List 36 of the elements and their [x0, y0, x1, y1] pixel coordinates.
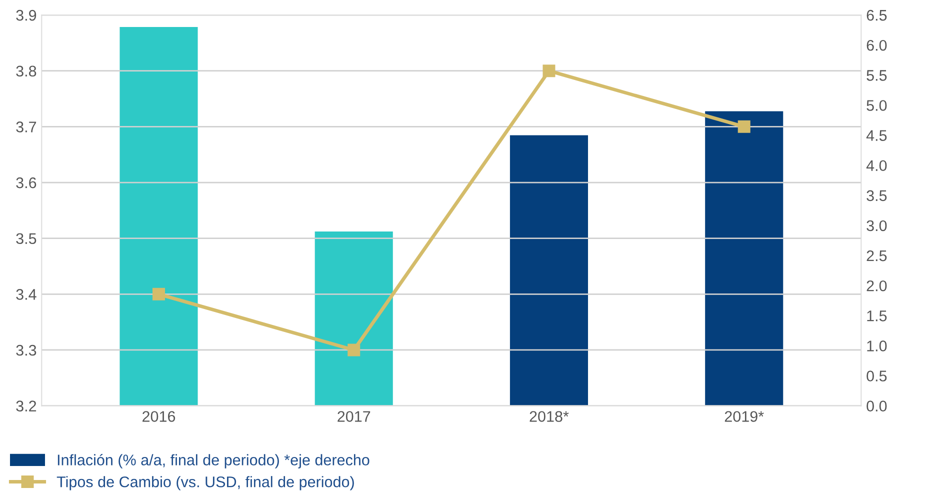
point	[738, 120, 750, 133]
y-tick-label: 3.6	[16, 177, 36, 188]
y-tick-label: 3.7	[16, 122, 36, 132]
y-tick-label: 3.2	[16, 400, 36, 412]
bar	[120, 27, 198, 406]
legend-label: Inflación (% a/a, final de periodo) *eje derecho	[58, 454, 370, 468]
y2-tick-label: 3.5	[866, 190, 887, 202]
bar	[705, 111, 784, 406]
y2-tick-label: 6.5	[866, 10, 887, 21]
point	[542, 64, 556, 78]
y2-tick-label: 5.0	[866, 100, 887, 111]
y2-tick-label: 2.5	[866, 250, 887, 262]
point	[152, 288, 165, 300]
y2-tick-label: 4.5	[866, 130, 887, 141]
y2-tick-label: 4.0	[866, 160, 887, 172]
y-tick-label: 3.3	[16, 344, 36, 356]
x-tick-label: 2016	[142, 411, 176, 422]
y2-tick-label: 5.5	[866, 70, 887, 81]
point	[348, 344, 360, 356]
y-tick-label: 3.5	[16, 233, 36, 244]
y-tick-label: 3.4	[16, 289, 36, 300]
x-tick-label: 2019*	[724, 411, 764, 422]
bar	[510, 135, 588, 406]
x-tick-label: 2018*	[530, 411, 569, 422]
y2-tick-label: 0.0	[866, 400, 887, 412]
y-tick-label: 3.8	[16, 66, 36, 77]
y2-tick-label: 0.5	[866, 370, 887, 382]
y2-tick-label: 6.0	[866, 40, 887, 51]
y2-tick-label: 2.0	[866, 280, 887, 292]
bar	[314, 231, 393, 406]
y-tick-label: 3.9	[16, 10, 36, 21]
legend-label: Tipos de Cambio (vs. USD, final de periodo)	[56, 476, 354, 490]
y2-tick-label: 3.0	[866, 220, 887, 232]
x-tick-label: 2017	[338, 411, 370, 422]
y2-tick-label: 1.5	[867, 310, 887, 322]
y2-tick-label: 1.0	[867, 340, 887, 352]
